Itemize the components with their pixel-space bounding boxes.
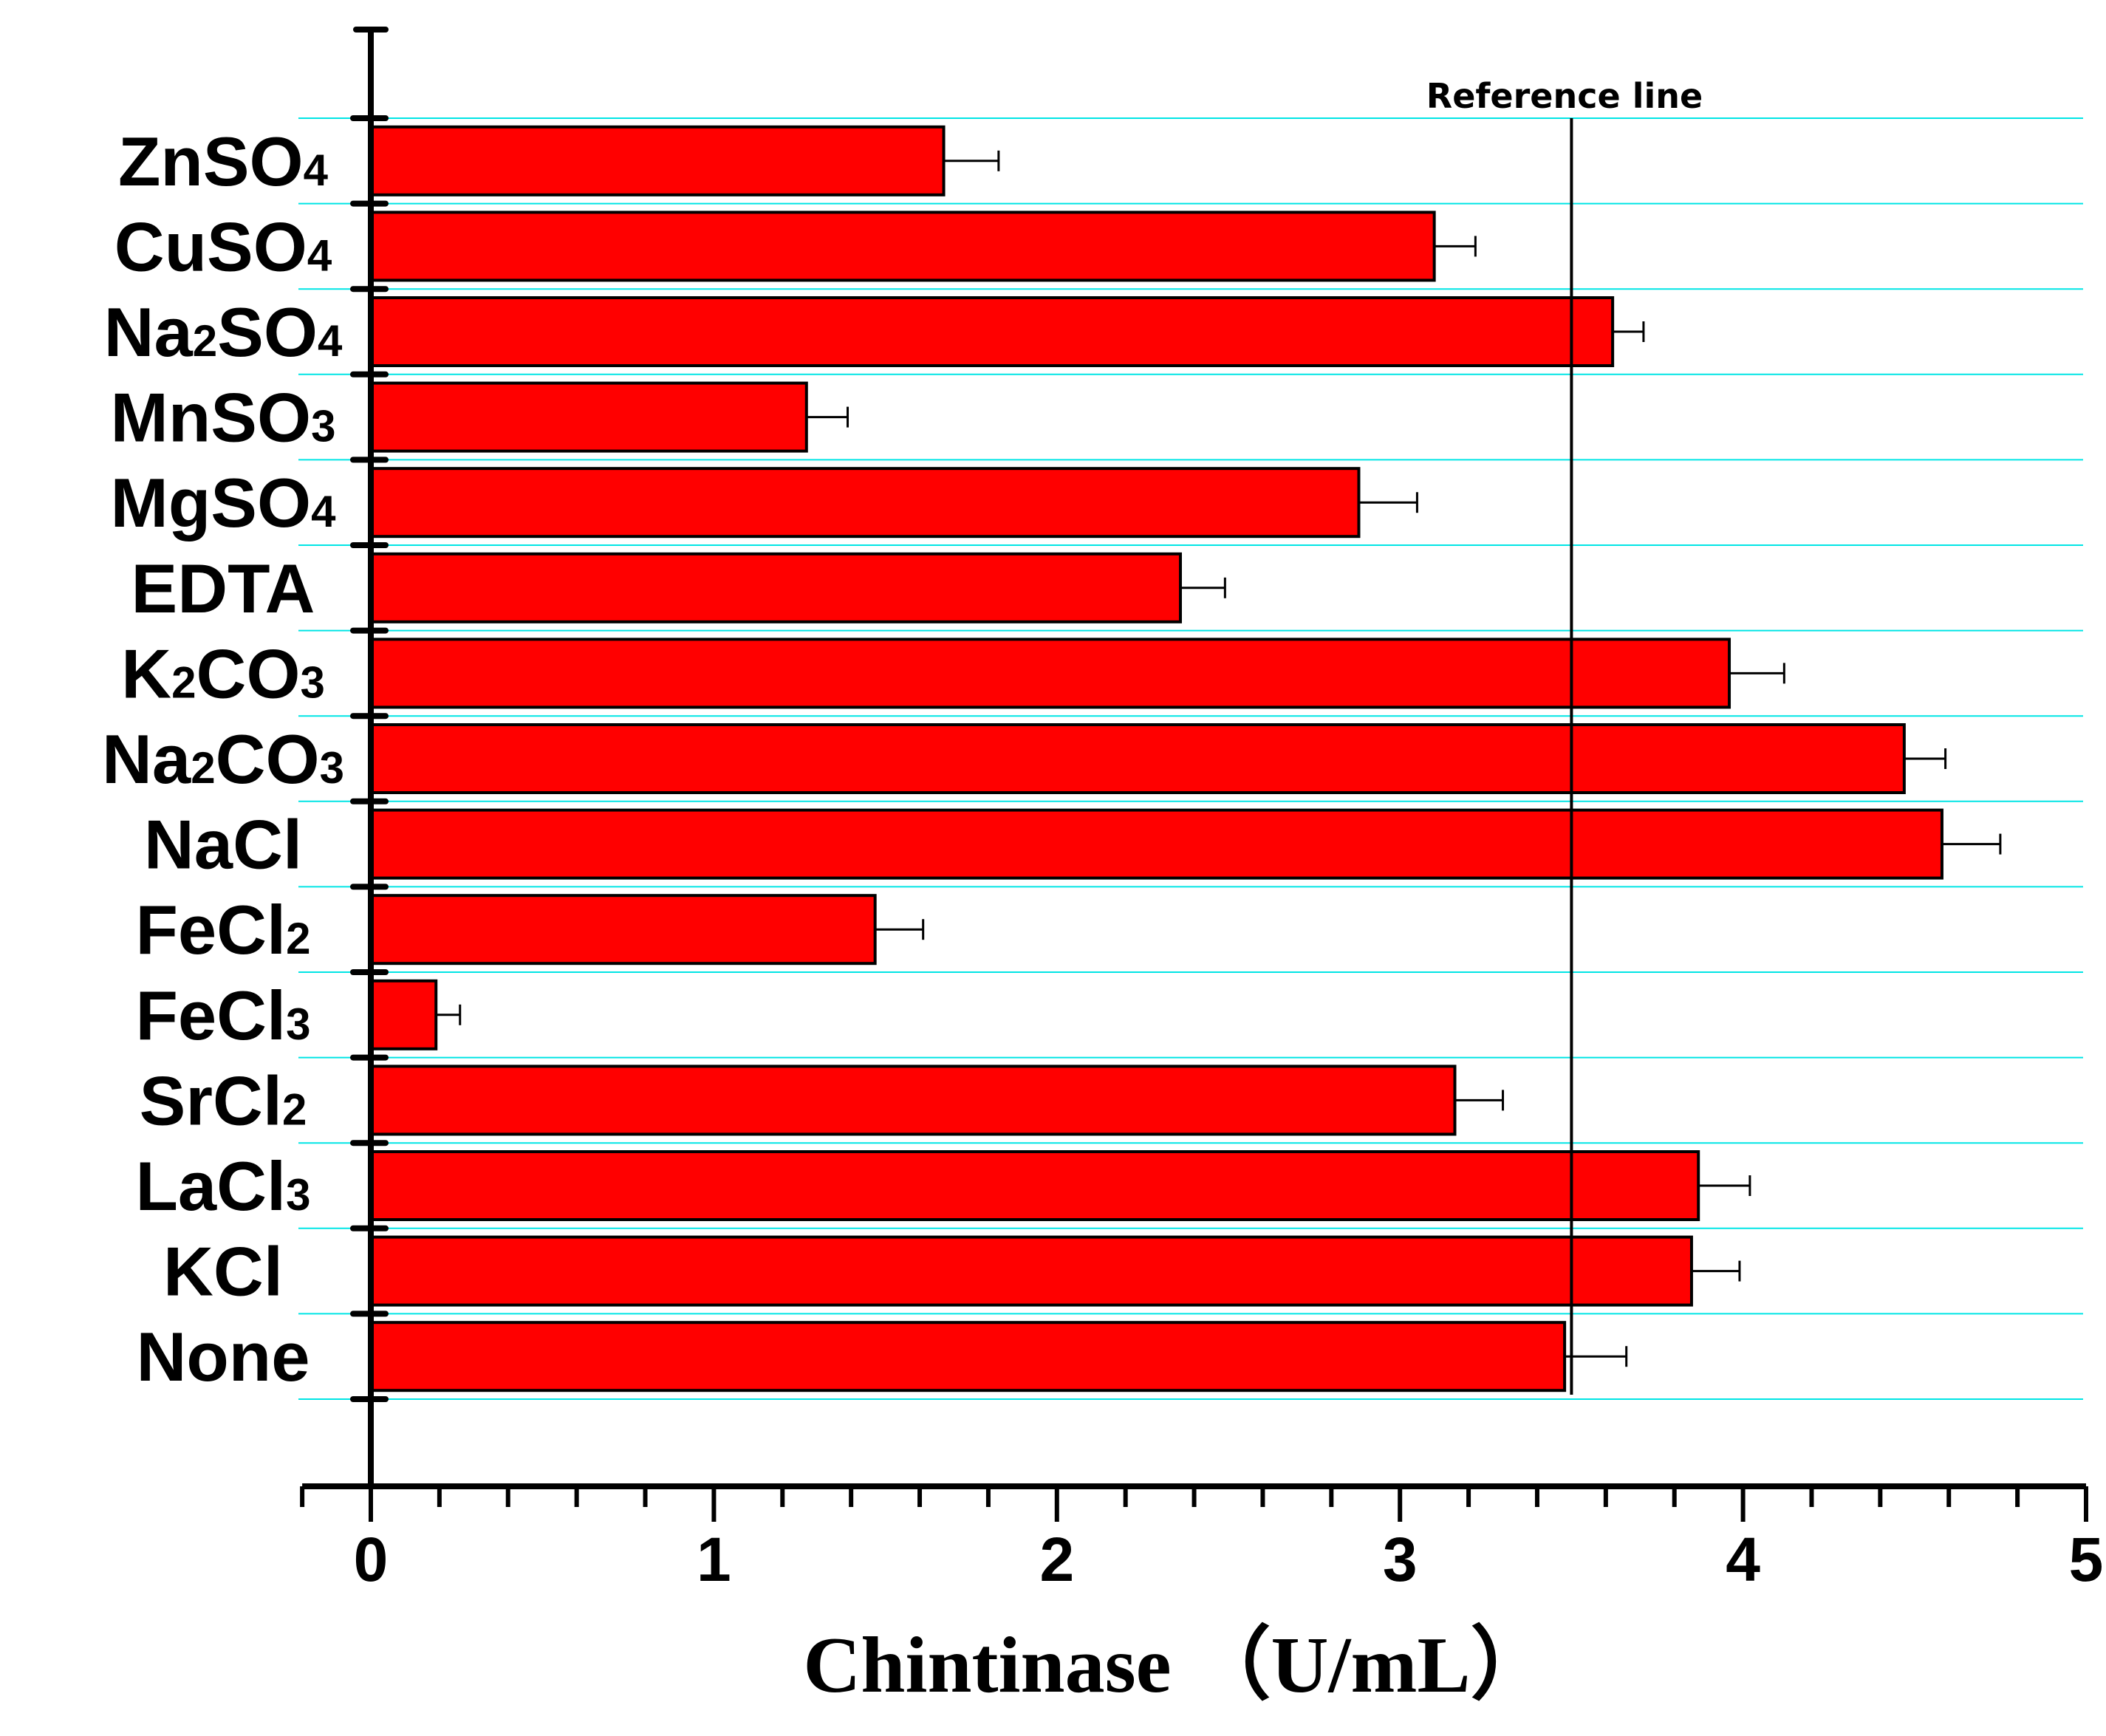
bar bbox=[369, 1235, 1693, 1307]
axes bbox=[300, 27, 2088, 1522]
grid-lines bbox=[298, 117, 2083, 1400]
bar bbox=[369, 467, 1361, 539]
category-label: EDTA bbox=[131, 550, 315, 627]
x-tick-label: 5 bbox=[2069, 1525, 2104, 1594]
bar bbox=[369, 723, 1906, 794]
bar bbox=[369, 1150, 1700, 1221]
bar bbox=[369, 296, 1615, 367]
category-label: MnSO3 bbox=[111, 379, 336, 457]
category-label: MgSO4 bbox=[111, 464, 337, 541]
x-tick-label: 2 bbox=[1039, 1525, 1074, 1594]
category-label: KCl bbox=[163, 1233, 283, 1310]
bars bbox=[369, 125, 2002, 1392]
bar bbox=[369, 381, 808, 453]
reference-line-group: Reference line bbox=[1426, 76, 1703, 1395]
bar bbox=[369, 894, 877, 966]
category-label: Na2SO4 bbox=[104, 293, 343, 371]
bar bbox=[369, 808, 1943, 880]
bar bbox=[369, 979, 438, 1050]
category-label: NaCl bbox=[144, 806, 302, 884]
bar bbox=[369, 1065, 1457, 1136]
x-tick-label: 3 bbox=[1383, 1525, 1418, 1594]
category-label: ZnSO4 bbox=[118, 123, 329, 200]
category-label: Na2CO3 bbox=[102, 720, 344, 798]
category-label: LaCl3 bbox=[135, 1147, 310, 1225]
reference-line-label: Reference line bbox=[1426, 76, 1703, 116]
x-tick-labels: 0 1 2 3 4 5 bbox=[354, 1525, 2104, 1594]
category-label: CuSO4 bbox=[114, 208, 332, 285]
bar bbox=[369, 552, 1182, 623]
bar bbox=[369, 211, 1436, 282]
category-label: FeCl2 bbox=[135, 891, 310, 968]
category-label: K2CO3 bbox=[121, 635, 325, 712]
bar bbox=[369, 1321, 1567, 1392]
x-tick-label: 0 bbox=[354, 1525, 389, 1594]
category-label: FeCl3 bbox=[135, 977, 310, 1054]
bar bbox=[369, 638, 1731, 709]
x-axis-title: Chintinase （U/mL） bbox=[803, 1621, 1550, 1709]
category-label: None bbox=[137, 1318, 310, 1395]
category-label: SrCl2 bbox=[140, 1062, 307, 1139]
x-tick-label: 1 bbox=[697, 1525, 731, 1594]
x-tick-label: 4 bbox=[1726, 1525, 1760, 1594]
bar bbox=[369, 125, 946, 197]
